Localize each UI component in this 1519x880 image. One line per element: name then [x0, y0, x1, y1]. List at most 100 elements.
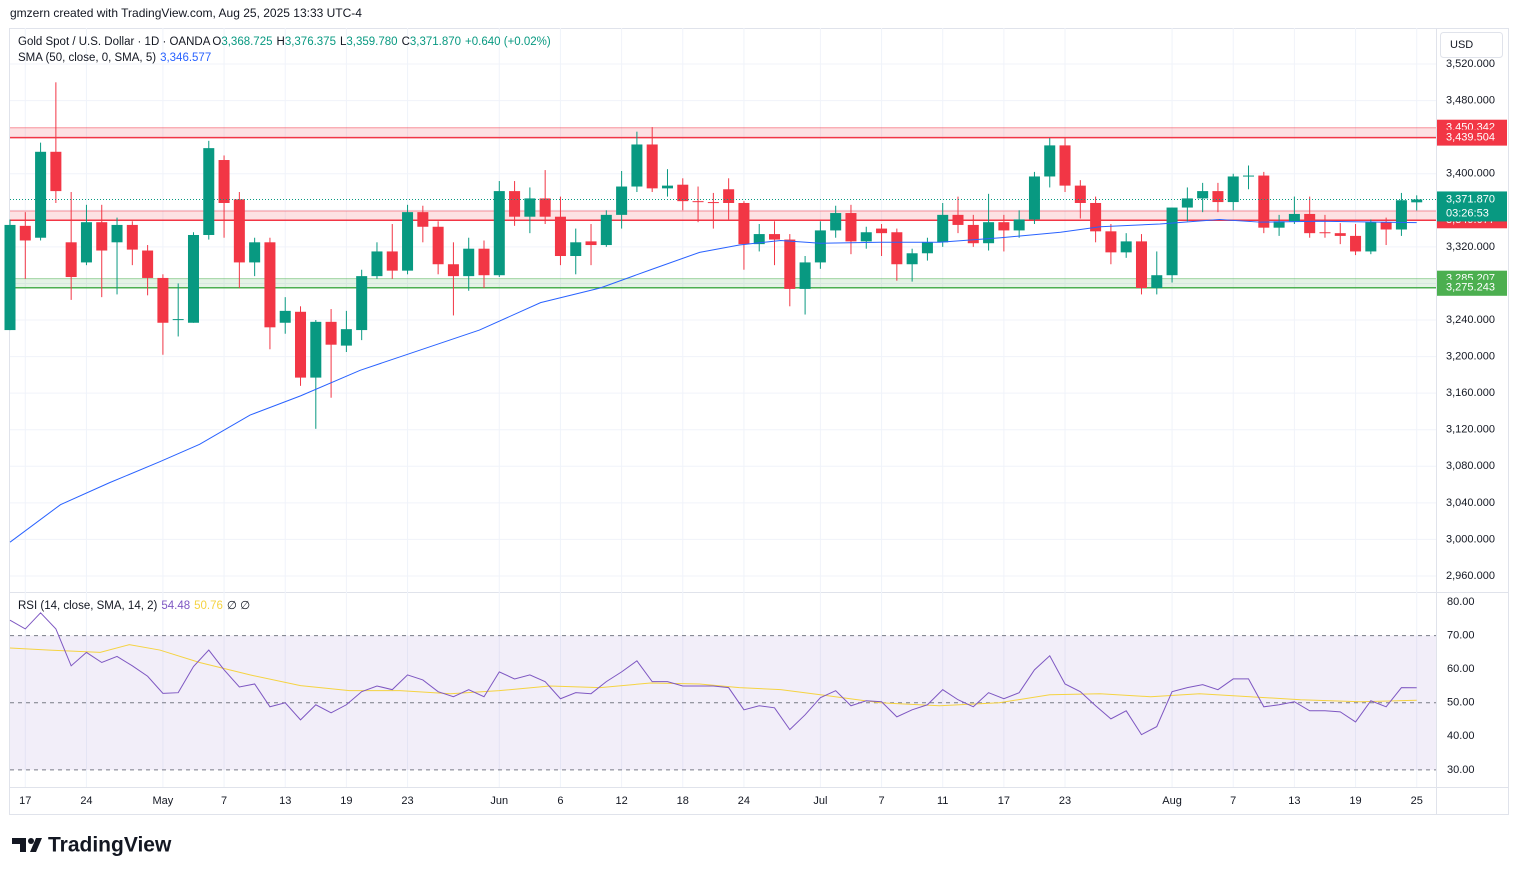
candle-body	[845, 213, 857, 242]
currency[interactable]: USD	[1450, 39, 1473, 51]
x-tick-label: 18	[677, 795, 689, 807]
candle-body	[1120, 241, 1132, 253]
symbol-legend: Gold Spot / U.S. Dollar · 1D · OANDA O3,3…	[18, 36, 551, 48]
y-tick-label: 3,200.000	[1446, 350, 1495, 362]
candle-body	[631, 144, 643, 187]
candle-body	[1013, 219, 1025, 231]
x-tick-label: 25	[1411, 795, 1423, 807]
candle-body	[646, 144, 658, 189]
candle-body	[1181, 198, 1193, 208]
candle-body	[1151, 275, 1163, 289]
candle-body	[1105, 231, 1117, 253]
zone-label: 3,275.243	[1446, 282, 1495, 294]
candle-body	[447, 264, 459, 277]
candle-body	[707, 202, 719, 204]
candle-body	[35, 151, 47, 238]
y-tick-label: 3,040.000	[1446, 497, 1495, 509]
y-tick-label: 3,120.000	[1446, 424, 1495, 436]
candle-body	[432, 226, 444, 265]
candle-body	[952, 214, 964, 225]
tv-logo	[12, 838, 42, 852]
x-tick-label: 6	[557, 795, 563, 807]
candle-body	[600, 214, 612, 246]
candle-body	[1319, 232, 1331, 234]
rsi-name: RSI (14, close, SMA, 14, 2)	[18, 600, 158, 612]
x-tick-label: 13	[1288, 795, 1300, 807]
currency-box[interactable]	[1440, 32, 1503, 58]
y-tick-label: 3,160.000	[1446, 387, 1495, 399]
candle-body	[50, 151, 62, 192]
candle-body	[738, 202, 750, 245]
y-tick-label: 2,960.000	[1446, 570, 1495, 582]
candle-body	[1212, 191, 1224, 203]
candle-body	[1304, 213, 1316, 234]
candle-body	[264, 242, 276, 328]
candle-body	[19, 225, 31, 241]
sma-line	[9, 218, 1417, 543]
candle-body	[1166, 207, 1178, 276]
candle-body	[478, 248, 490, 276]
candle-body	[860, 232, 872, 242]
candle-body	[463, 248, 475, 277]
candle-body	[126, 224, 138, 250]
candle-body	[356, 276, 368, 331]
x-tick-label: 19	[1349, 795, 1361, 807]
x-tick-label: May	[153, 795, 174, 807]
candle-body	[203, 148, 215, 235]
sma-name: SMA (50, close, 0, SMA, 5)	[18, 52, 156, 64]
candle-body	[4, 224, 16, 331]
candle-body	[1090, 202, 1102, 232]
candle-body	[891, 232, 903, 265]
candle-body	[1044, 145, 1056, 177]
rsi-sma-value: 50.76	[194, 600, 223, 612]
candle-body	[1411, 199, 1423, 203]
candle-body	[692, 201, 704, 203]
candle-body	[814, 230, 826, 263]
candle-body	[1273, 221, 1285, 228]
rsi-tick-label: 40.00	[1447, 730, 1475, 742]
candle-body	[1350, 235, 1362, 252]
ohlc-value: 3,368.725	[221, 36, 272, 48]
candle-body	[937, 214, 949, 243]
y-tick-label: 3,400.000	[1446, 168, 1495, 180]
candle-body	[921, 242, 933, 254]
x-tick-label: 12	[615, 795, 627, 807]
rsi-line	[9, 612, 1417, 736]
rsi-tick-label: 30.00	[1447, 764, 1475, 776]
candle-body	[295, 311, 307, 378]
candle-body	[157, 277, 169, 323]
x-tick-label: 7	[1230, 795, 1236, 807]
candle-body	[493, 191, 505, 276]
candle-body	[509, 191, 521, 217]
zone	[10, 127, 1436, 138]
zone-label-bg	[1437, 279, 1507, 296]
candle-body	[967, 224, 979, 244]
rsi-tick-label: 60.00	[1447, 663, 1475, 675]
y-tick-label: 3,000.000	[1446, 533, 1495, 545]
rsi-tick-label: 80.00	[1447, 596, 1475, 608]
brand: TradingView	[48, 834, 172, 857]
candle-body	[1074, 185, 1086, 203]
candle-body	[1380, 222, 1392, 230]
x-tick-label: 19	[340, 795, 352, 807]
ohlc-value: 3,371.870	[410, 36, 461, 48]
x-tick-label: Jul	[813, 795, 827, 807]
ohlc-key: C	[402, 36, 410, 48]
candle-body	[723, 189, 735, 203]
y-tick-label: 3,320.000	[1446, 241, 1495, 253]
rsi-tick-label: 70.00	[1447, 630, 1475, 642]
y-tick-label: 3,080.000	[1446, 460, 1495, 472]
candle-body	[218, 160, 230, 203]
candle-body	[371, 251, 383, 277]
rsi-extra: ∅ ∅	[227, 600, 250, 612]
candle-body	[784, 239, 796, 289]
x-tick-label: 7	[221, 795, 227, 807]
candle-body	[906, 253, 918, 265]
ohlc-value: 3,359.780	[346, 36, 397, 48]
zone-label: 3,439.504	[1446, 132, 1495, 144]
x-tick-label: Jun	[490, 795, 508, 807]
candle-body	[325, 321, 337, 345]
candle-body	[111, 224, 123, 243]
